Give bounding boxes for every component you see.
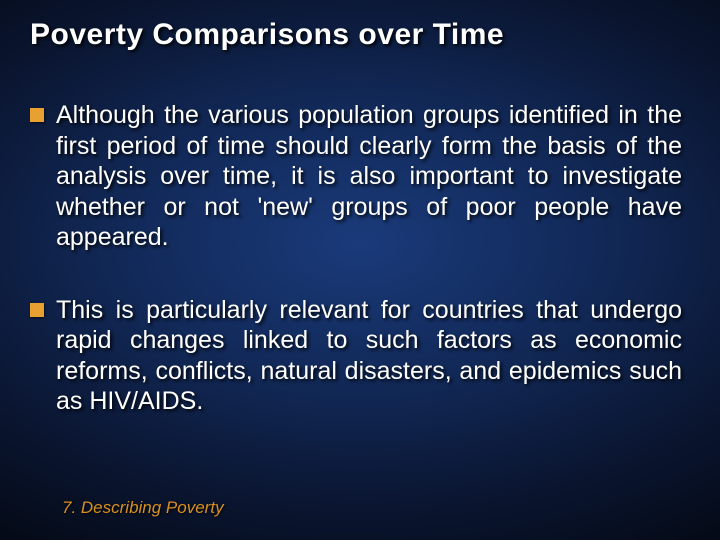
bullet-text: This is particularly relevant for countr… (56, 295, 682, 417)
bullet-item: Although the various population groups i… (30, 100, 690, 253)
slide-title: Poverty Comparisons over Time (30, 18, 690, 52)
square-bullet-icon (30, 303, 44, 317)
slide-container: Poverty Comparisons over Time Although t… (0, 0, 720, 540)
slide-footer: 7. Describing Poverty (62, 498, 224, 518)
bullet-item: This is particularly relevant for countr… (30, 295, 690, 417)
bullet-text: Although the various population groups i… (56, 100, 682, 253)
square-bullet-icon (30, 108, 44, 122)
